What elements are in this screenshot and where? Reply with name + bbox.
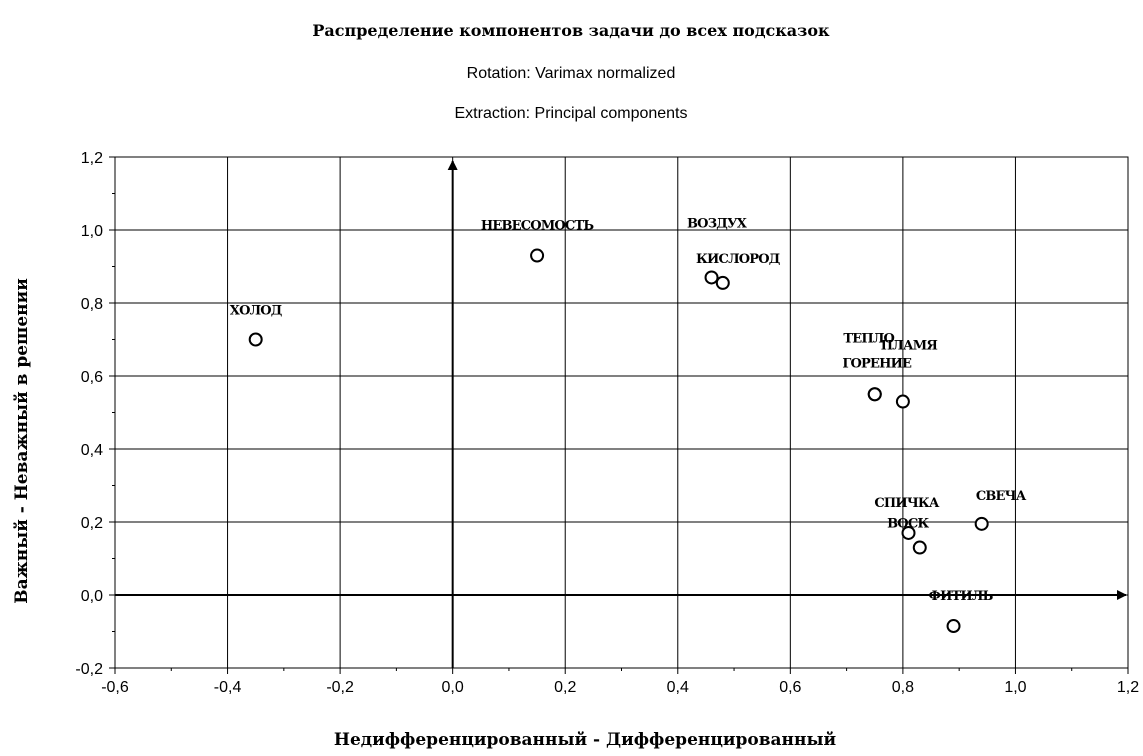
chart-title: Распределение компонентов задачи до всех… (312, 21, 830, 40)
axes (115, 160, 1127, 668)
chart-subtitle-extraction: Extraction: Principal components (455, 105, 688, 122)
y-tick-label: 1,2 (81, 150, 103, 167)
data-point (901, 525, 916, 540)
x-tick-label: 1,2 (1117, 679, 1139, 696)
x-axis-title: Недифференцированный - Дифференцированны… (334, 730, 837, 750)
x-tick-label: -0,6 (101, 679, 129, 696)
y-tick-label: 0,2 (81, 515, 103, 532)
tick-labels: -0,6 -0,4 -0,2 0,0 0,2 0,4 0,6 0,8 1,0 1,2 1,2 1,0 0… (75, 150, 1139, 696)
data-point (974, 516, 989, 531)
data-point-label: НЕВЕСОМОСТЬ (481, 219, 594, 234)
data-point-label: ПЛАМЯ (881, 339, 938, 354)
data-points: ХОЛОД НЕВЕСОМОСТЬ ВОЗДУХ КИСЛОРОД ТЕПЛОПЛАМЯ… (230, 216, 1028, 634)
y-tick-label: 1,0 (81, 223, 103, 240)
x-tick-label: 0,0 (442, 679, 464, 696)
y-tick-label: 0,4 (81, 442, 103, 459)
data-point-label: ГОРЕНИЕ (842, 356, 912, 371)
x-tick-label: 1,0 (1004, 679, 1026, 696)
x-tick-label: 0,6 (779, 679, 801, 696)
data-point (248, 332, 263, 347)
data-point (715, 275, 730, 290)
y-tick-label: 0,8 (81, 296, 103, 313)
data-point-label: ВОЗДУХ (687, 216, 748, 231)
y-tick-label: 0,0 (81, 588, 103, 605)
data-point-label: СПИЧКА (874, 496, 940, 511)
data-point-label: ХОЛОД (230, 304, 282, 319)
data-point-label: КИСЛОРОД (696, 252, 780, 267)
data-point (895, 394, 910, 409)
x-tick-label: -0,2 (326, 679, 354, 696)
y-tick-label: 0,6 (81, 369, 103, 386)
data-point (704, 270, 719, 285)
x-tick-label: 0,4 (667, 679, 689, 696)
x-tick-label: 0,2 (554, 679, 576, 696)
data-point (946, 619, 961, 634)
data-point-label: СВЕЧА (976, 489, 1027, 504)
x-tick-label: 0,8 (892, 679, 914, 696)
y-tick-label: -0,2 (75, 661, 103, 678)
data-point (912, 540, 927, 555)
y-axis-title: Важный - Неважный в решении (12, 278, 32, 604)
data-point (867, 387, 882, 402)
data-point-label: ТЕПЛО (843, 331, 894, 346)
data-point-label: ВОСК (887, 517, 929, 532)
chart-subtitle-rotation: Rotation: Varimax normalized (467, 65, 676, 82)
data-point-label: ФИТИЛЬ (929, 589, 994, 604)
data-point (530, 248, 545, 263)
x-tick-label: -0,4 (214, 679, 242, 696)
